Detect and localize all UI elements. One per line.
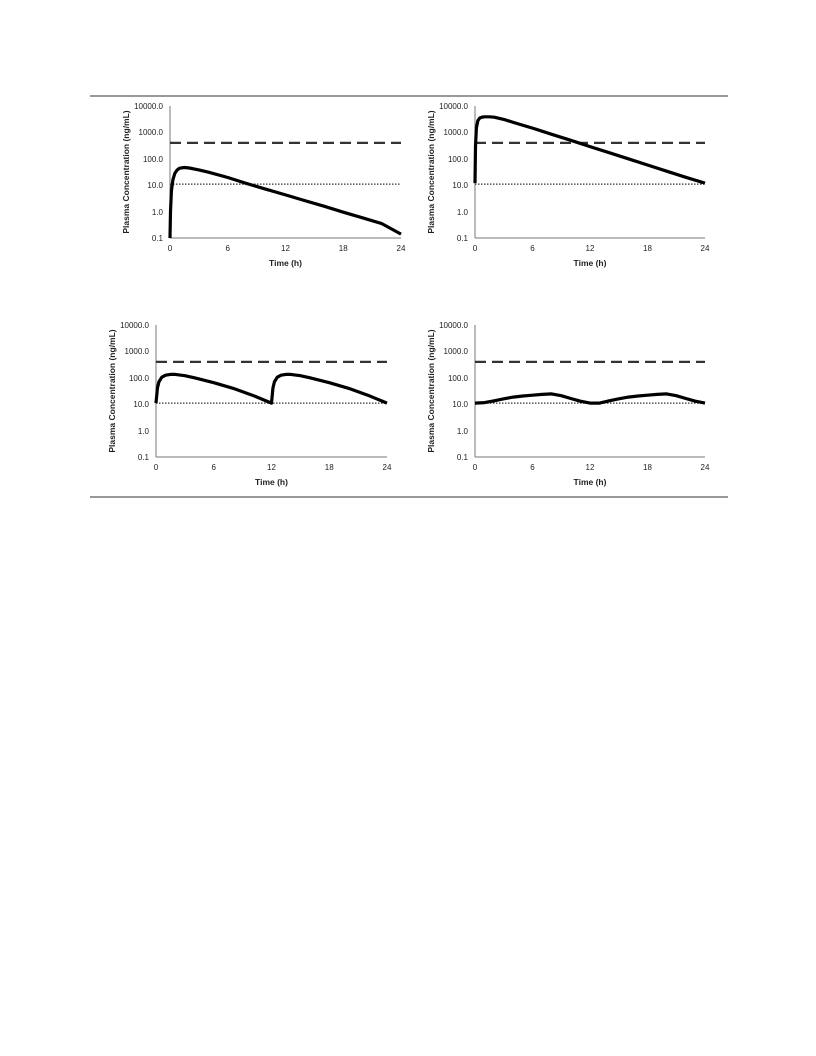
x-tick-label: 0 <box>473 244 478 253</box>
x-tick-label: 24 <box>397 244 406 253</box>
y-axis: 10000.0 1000.0 100.0 10.0 1.0 0.1 <box>439 102 476 243</box>
x-tick-label: 6 <box>226 244 231 253</box>
y-tick-label: 10.0 <box>133 400 149 409</box>
x-axis: 0 6 12 18 24 <box>168 237 406 253</box>
x-tick-label: 18 <box>643 463 652 472</box>
y-tick-label: 10000.0 <box>439 102 468 111</box>
y-tick-label: 10000.0 <box>120 321 149 330</box>
x-tick-label: 0 <box>154 463 159 472</box>
x-tick-label: 6 <box>212 463 217 472</box>
y-tick-label: 10000.0 <box>134 102 163 111</box>
y-axis: 10000.0 1000.0 100.0 10.0 1.0 0.1 <box>439 321 476 462</box>
x-axis-title: Time (h) <box>574 258 607 268</box>
y-tick-label: 1000.0 <box>125 347 150 356</box>
x-tick-label: 0 <box>168 244 173 253</box>
y-tick-label: 100.0 <box>129 374 150 383</box>
y-tick-label: 1.0 <box>457 208 469 217</box>
x-tick-label: 6 <box>530 463 535 472</box>
y-tick-label: 1000.0 <box>139 128 164 137</box>
x-axis-title: Time (h) <box>574 477 607 487</box>
y-tick-label: 0.1 <box>138 453 150 462</box>
y-axis-title: Plasma Concentration (ng/mL) <box>121 110 131 233</box>
x-axis-title: Time (h) <box>269 258 302 268</box>
x-tick-label: 0 <box>473 463 478 472</box>
y-tick-label: 10.0 <box>452 400 468 409</box>
chart-panel: 10000.0 1000.0 100.0 10.0 1.0 0.1 0 6 12… <box>426 321 710 487</box>
x-axis: 0 6 12 18 24 <box>473 237 710 253</box>
y-tick-label: 100.0 <box>143 155 164 164</box>
x-tick-label: 18 <box>325 463 334 472</box>
concentration-curve <box>154 372 388 405</box>
y-tick-label: 1.0 <box>457 427 469 436</box>
concentration-curve <box>473 115 706 185</box>
y-axis-title: Plasma Concentration (ng/mL) <box>426 329 436 452</box>
y-axis-title: Plasma Concentration (ng/mL) <box>426 110 436 233</box>
y-tick-label: 0.1 <box>152 234 164 243</box>
x-tick-label: 12 <box>267 463 276 472</box>
y-tick-label: 10.0 <box>147 181 163 190</box>
y-tick-label: 10.0 <box>452 181 468 190</box>
x-tick-label: 12 <box>281 244 290 253</box>
y-tick-label: 1000.0 <box>444 347 469 356</box>
y-tick-label: 100.0 <box>448 374 469 383</box>
y-tick-label: 10000.0 <box>439 321 468 330</box>
x-tick-label: 6 <box>530 244 535 253</box>
x-tick-label: 12 <box>586 463 595 472</box>
x-axis: 0 6 12 18 24 <box>473 456 710 472</box>
y-axis: 10000.0 1000.0 100.0 10.0 1.0 0.1 <box>120 321 157 462</box>
chart-panel: 10000.0 1000.0 100.0 10.0 1.0 0.1 0 6 12… <box>121 102 406 268</box>
concentration-curve <box>474 392 706 405</box>
chart-panel: 10000.0 1000.0 100.0 10.0 1.0 0.1 0 6 12… <box>107 321 392 487</box>
y-tick-label: 1000.0 <box>444 128 469 137</box>
x-axis: 0 6 12 18 24 <box>154 456 392 472</box>
x-tick-label: 18 <box>339 244 348 253</box>
x-axis-title: Time (h) <box>255 477 288 487</box>
x-tick-label: 24 <box>383 463 392 472</box>
y-axis: 10000.0 1000.0 100.0 10.0 1.0 0.1 <box>134 102 171 243</box>
chart-panel: 10000.0 1000.0 100.0 10.0 1.0 0.1 0 6 12… <box>426 102 710 268</box>
y-tick-label: 100.0 <box>448 155 469 164</box>
x-tick-label: 18 <box>643 244 652 253</box>
x-tick-label: 24 <box>701 463 710 472</box>
y-tick-label: 1.0 <box>138 427 150 436</box>
concentration-curve <box>168 165 402 239</box>
x-tick-label: 24 <box>701 244 710 253</box>
y-tick-label: 0.1 <box>457 234 469 243</box>
y-axis-title: Plasma Concentration (ng/mL) <box>107 329 117 452</box>
y-tick-label: 0.1 <box>457 453 469 462</box>
x-tick-label: 12 <box>586 244 595 253</box>
y-tick-label: 1.0 <box>152 208 164 217</box>
